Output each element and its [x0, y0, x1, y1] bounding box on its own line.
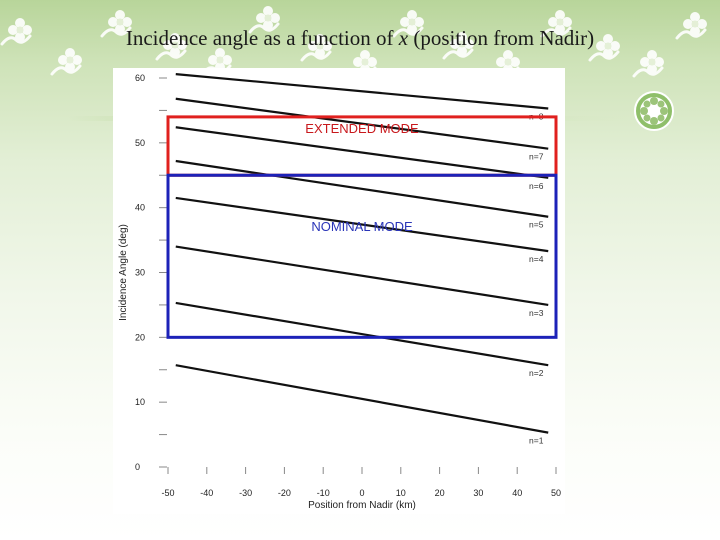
series-line-n-7 [175, 97, 549, 150]
x-tick-label: -50 [161, 488, 174, 498]
series-line-n-6 [175, 126, 549, 179]
slide-title-variable: x [398, 26, 409, 50]
x-tick-label: 10 [396, 488, 406, 498]
y-tick-label: 20 [135, 332, 145, 342]
flower-icon [632, 50, 664, 78]
flower-icon [675, 12, 707, 40]
series-label-n-5: n=5 [529, 220, 544, 230]
flower-icon [0, 18, 32, 46]
flower-icon [100, 10, 132, 38]
flower-icon [588, 34, 620, 62]
y-tick-label: 40 [135, 203, 145, 213]
incidence-angle-chart: 0 10 20 30 40 50 60 -50 -40 -30 -20 -10 0 10 20 30 40 50 P… [118, 73, 561, 511]
extended-mode-label: EXTENDED MODE [305, 121, 419, 136]
chart-panel: 0 10 20 30 40 50 60 -50 -40 -30 -20 -10 0 10 20 30 40 50 P… [113, 68, 565, 514]
slide-title-prefix: Incidence angle as a function of [125, 26, 399, 50]
series-line-n-5 [175, 159, 549, 218]
flower-icon [392, 10, 424, 38]
series-label-n-1: n=1 [529, 436, 544, 446]
x-tick-label: 0 [359, 488, 364, 498]
flower-icon [300, 34, 332, 62]
x-tick-label: 40 [512, 488, 522, 498]
series-line-n-8 [175, 73, 549, 110]
flower-ornament-icon [634, 91, 674, 131]
y-tick-label: 30 [135, 268, 145, 278]
y-tick-label: 10 [135, 397, 145, 407]
x-tick-label: 20 [435, 488, 445, 498]
y-tick-label: 60 [135, 73, 145, 83]
slide-title-suffix: (position from Nadir) [408, 26, 595, 50]
x-tick-label: -30 [239, 488, 252, 498]
x-axis-title: Position from Nadir (km) [308, 500, 416, 511]
series-label-n-7: n=7 [529, 152, 544, 162]
x-tick-label: -10 [317, 488, 330, 498]
x-tick-label: -40 [200, 488, 213, 498]
nominal-mode-box [166, 173, 558, 339]
y-tick-label: 50 [135, 138, 145, 148]
x-tick-label: 30 [473, 488, 483, 498]
flower-icon [248, 6, 280, 34]
nominal-mode-label: NOMINAL MODE [311, 219, 413, 234]
series-line-n-4 [175, 196, 549, 253]
series-line-n-2 [175, 301, 549, 367]
slide-title: Incidence angle as a function of x (posi… [0, 26, 720, 51]
series-line-n-1 [175, 364, 549, 434]
series-label-n-3: n=3 [529, 308, 544, 318]
series-label-n-4: n=4 [529, 254, 544, 264]
flower-icon [540, 10, 572, 38]
series-label-n-6: n=6 [529, 181, 544, 191]
series-line-n-3 [175, 245, 549, 307]
flower-icon [155, 33, 187, 61]
series-label-n-2: n=2 [529, 368, 544, 378]
flower-icon [50, 48, 82, 76]
x-tick-label: -20 [278, 488, 291, 498]
y-tick-label: 0 [135, 462, 140, 472]
y-axis-title: Incidence Angle (deg) [118, 224, 129, 321]
flower-icon [488, 50, 520, 78]
x-tick-label: 50 [551, 488, 561, 498]
flower-icon [442, 32, 474, 60]
floral-pattern [0, 6, 707, 78]
